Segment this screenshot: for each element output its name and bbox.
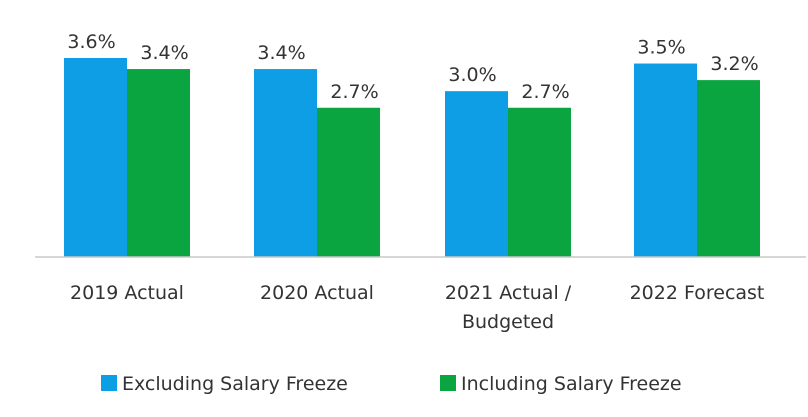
bar-excluding-1 [254,69,317,257]
value-labels-layer: 3.6% 3.4% 3.4% 2.7% 3.0% 2.7% 3.5% 3.2% [67,31,758,103]
bar-excluding-3 [634,63,697,258]
legend-label-including: Including Salary Freeze [461,373,682,395]
data-label-including-0: 3.4% [140,42,188,64]
bar-excluding-2 [445,91,508,258]
legend-label-excluding: Excluding Salary Freeze [122,373,348,395]
category-labels-layer: 2019 Actual 2020 Actual 2021 Actual / Budge… [70,282,764,333]
bars-layer [64,58,760,258]
data-label-excluding-3: 3.5% [637,37,685,59]
legend-swatch-excluding [101,375,117,391]
data-label-including-3: 3.2% [710,53,758,75]
legend-swatch-including [440,375,456,391]
category-label-0: 2019 Actual [70,282,184,304]
category-label-1: 2020 Actual [260,282,374,304]
data-label-excluding-0: 3.6% [67,31,115,53]
bar-including-0 [127,69,190,257]
bar-excluding-0 [64,58,127,257]
bar-including-2 [508,107,571,257]
data-label-including-1: 2.7% [330,81,378,103]
bar-including-3 [697,80,760,257]
category-label-2-line-1: Budgeted [462,311,554,333]
category-label-2-line-0: 2021 Actual / [445,282,572,304]
data-label-excluding-2: 3.0% [448,64,496,86]
category-label-3: 2022 Forecast [630,282,765,304]
bar-including-1 [317,107,380,257]
data-label-including-2: 2.7% [521,81,569,103]
legend: Excluding Salary Freeze Including Salary … [101,373,682,395]
data-label-excluding-1: 3.4% [257,42,305,64]
